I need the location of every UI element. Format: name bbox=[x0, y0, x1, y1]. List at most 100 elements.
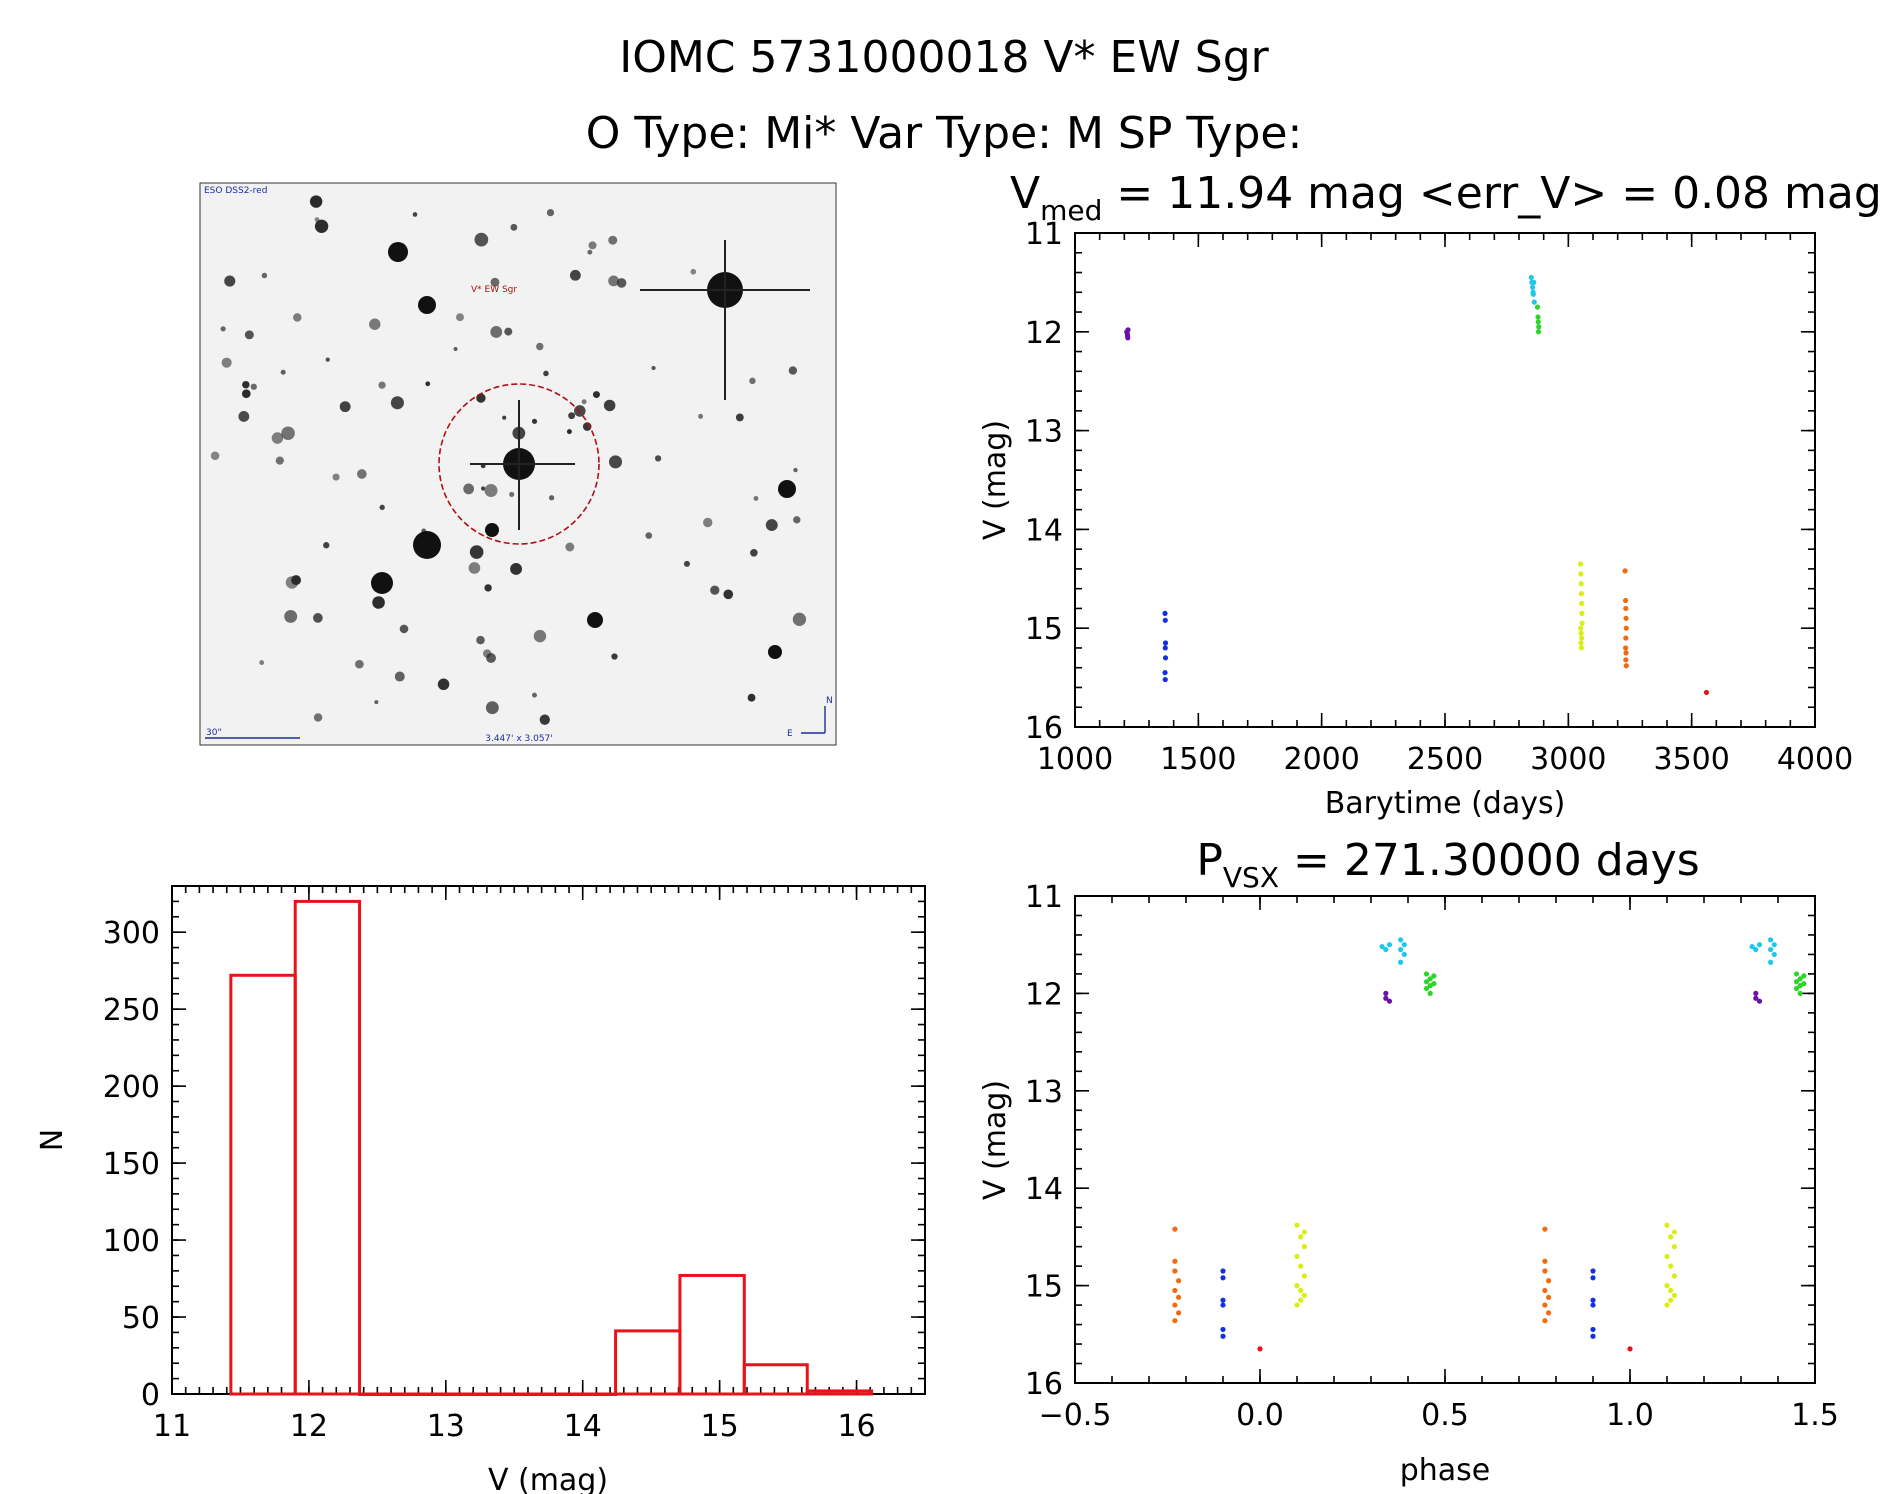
histogram-bar bbox=[805, 1389, 874, 1396]
point-yellow bbox=[1664, 1253, 1670, 1259]
bright-star bbox=[768, 645, 782, 659]
y-tick-label: 50 bbox=[122, 1301, 160, 1336]
bright-star bbox=[418, 296, 436, 314]
star bbox=[509, 491, 515, 497]
figure-title: IOMC 5731000018 V* EW Sgr bbox=[619, 32, 1269, 83]
star bbox=[549, 495, 555, 501]
point-yellow bbox=[1294, 1222, 1300, 1228]
scale-label: 30" bbox=[206, 728, 222, 738]
point-yellow bbox=[1579, 635, 1585, 641]
point-green bbox=[1535, 314, 1541, 320]
star bbox=[735, 413, 744, 422]
point-blue bbox=[1162, 610, 1168, 616]
phased-points bbox=[1172, 937, 1807, 1352]
star bbox=[390, 396, 404, 410]
star bbox=[293, 313, 302, 322]
point-blue bbox=[1220, 1297, 1226, 1303]
star bbox=[355, 659, 364, 669]
point-yellow bbox=[1578, 561, 1584, 567]
star bbox=[259, 660, 265, 665]
point-green bbox=[1427, 976, 1433, 982]
y-tick-label: 12 bbox=[1025, 977, 1063, 1012]
star bbox=[546, 209, 555, 217]
star bbox=[581, 399, 587, 405]
histogram-bar bbox=[422, 1392, 489, 1396]
y-tick-label: 11 bbox=[1025, 880, 1063, 915]
point-yellow bbox=[1664, 1283, 1670, 1289]
star bbox=[765, 519, 778, 532]
star bbox=[747, 693, 756, 702]
size-label: 3.447' x 3.057' bbox=[485, 734, 553, 744]
point-orange bbox=[1172, 1287, 1178, 1294]
point-yellow bbox=[1301, 1244, 1307, 1250]
y-tick-label: 15 bbox=[1025, 612, 1063, 647]
star bbox=[224, 275, 236, 287]
point-orange bbox=[1623, 650, 1629, 656]
star bbox=[210, 451, 220, 461]
point-purple bbox=[1383, 990, 1389, 997]
star bbox=[645, 532, 653, 539]
phased-plot: PVSX = 271.30000 days −0.5 0.0 0.5 1.0 1.5 11… bbox=[978, 835, 1839, 1488]
point-cyan bbox=[1398, 946, 1404, 953]
figure-subtitle: O Type: Mi* Var Type: M SP Type: bbox=[586, 108, 1303, 159]
point-green bbox=[1797, 983, 1803, 989]
point-yellow bbox=[1578, 591, 1585, 597]
point-yellow bbox=[1671, 1244, 1677, 1250]
point-blue bbox=[1220, 1275, 1226, 1281]
point-green bbox=[1535, 329, 1542, 335]
point-cyan bbox=[1771, 942, 1777, 948]
survey-label: ESO DSS2-red bbox=[204, 186, 267, 196]
star bbox=[484, 584, 492, 592]
point-cyan bbox=[1531, 279, 1537, 285]
target-circle bbox=[438, 383, 600, 545]
x-tick-label: 2500 bbox=[1407, 742, 1483, 777]
point-orange bbox=[1622, 568, 1628, 574]
star bbox=[309, 195, 323, 208]
point-purple bbox=[1125, 327, 1131, 333]
star bbox=[250, 383, 257, 390]
star bbox=[313, 613, 323, 623]
point-orange bbox=[1622, 597, 1629, 604]
point-orange bbox=[1172, 1226, 1178, 1232]
point-yellow bbox=[1671, 1273, 1677, 1279]
star bbox=[394, 671, 405, 682]
y-tick-label: 100 bbox=[103, 1224, 160, 1259]
point-green bbox=[1534, 304, 1541, 310]
y-tick-label: 14 bbox=[1025, 1172, 1063, 1207]
x-tick-label: 15 bbox=[701, 1409, 739, 1444]
x-tick-label: 11 bbox=[153, 1409, 191, 1444]
star bbox=[608, 275, 619, 287]
histogram-bar bbox=[485, 1392, 553, 1396]
point-yellow bbox=[1664, 1302, 1670, 1308]
histogram-xlabel: V (mag) bbox=[488, 1463, 608, 1494]
point-blue bbox=[1220, 1268, 1226, 1274]
x-tick-label: 1.5 bbox=[1791, 1398, 1839, 1433]
point-orange bbox=[1623, 605, 1629, 612]
point-green bbox=[1801, 973, 1807, 979]
point-blue bbox=[1162, 640, 1169, 646]
bright-star bbox=[485, 523, 499, 537]
point-cyan bbox=[1398, 937, 1404, 943]
x-tick-label: 3500 bbox=[1653, 742, 1729, 777]
star bbox=[651, 365, 656, 371]
point-yellow bbox=[1578, 645, 1585, 651]
star bbox=[238, 411, 250, 422]
point-green bbox=[1793, 979, 1800, 985]
star bbox=[480, 486, 486, 491]
point-cyan bbox=[1531, 299, 1537, 305]
compass-n: N bbox=[826, 696, 833, 706]
bright-star bbox=[778, 480, 796, 498]
point-yellow bbox=[1578, 640, 1584, 646]
y-tick-label: 15 bbox=[1025, 1270, 1063, 1305]
y-tick-label: 12 bbox=[1025, 316, 1063, 351]
star bbox=[543, 370, 549, 377]
star bbox=[683, 560, 690, 567]
point-green bbox=[1423, 971, 1430, 977]
star bbox=[793, 467, 798, 473]
point-orange bbox=[1542, 1258, 1548, 1264]
star bbox=[456, 313, 464, 322]
point-cyan bbox=[1398, 959, 1404, 965]
point-orange bbox=[1172, 1258, 1178, 1264]
star bbox=[379, 504, 385, 511]
